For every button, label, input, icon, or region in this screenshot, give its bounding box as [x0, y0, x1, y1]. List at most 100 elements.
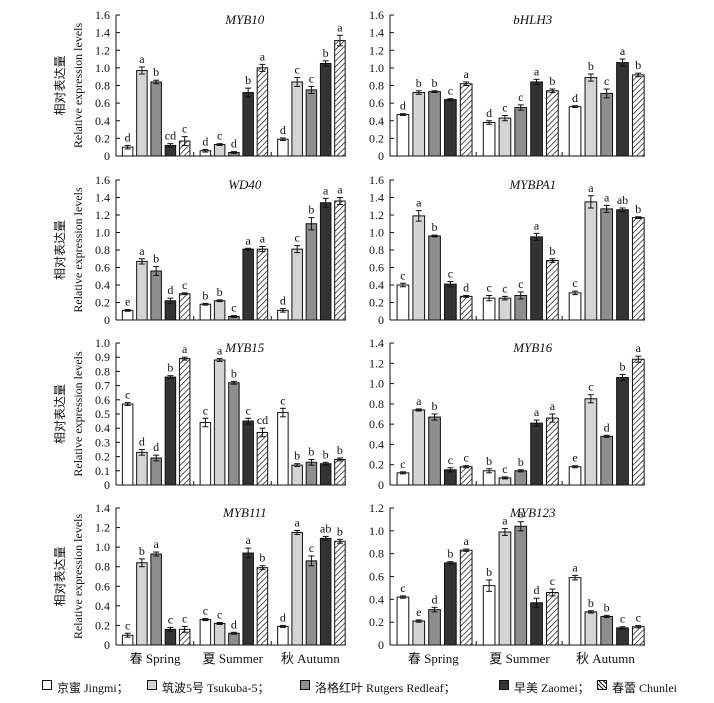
y-tick-label: 1.2	[95, 208, 110, 222]
significance-label: a	[464, 534, 470, 548]
bar	[319, 62, 332, 157]
bar	[631, 626, 645, 646]
y-tick-label: 1.2	[369, 501, 384, 515]
bar	[530, 422, 543, 486]
y-tick-label: 0.4	[95, 278, 110, 292]
y-tick-label: 0.8	[95, 364, 110, 378]
bar	[277, 625, 289, 646]
y-tick-label: 1.2	[95, 521, 110, 535]
significance-label: b	[153, 65, 159, 79]
y-tick-label: 0.8	[369, 79, 384, 93]
bar	[482, 297, 496, 321]
significance-label: c	[217, 129, 222, 143]
bar	[150, 553, 162, 646]
y-tick-label: 0.8	[95, 560, 110, 574]
significance-label: c	[182, 611, 187, 625]
significance-label: b	[486, 454, 492, 468]
significance-label: c	[231, 301, 236, 315]
bar	[396, 284, 410, 321]
significance-label: b	[588, 596, 594, 610]
y-tick-label: 1.2	[95, 43, 110, 57]
significance-label: d	[153, 440, 159, 454]
significance-label: b	[416, 76, 422, 90]
significance-label: c	[294, 63, 299, 77]
y-tick-label: 0.4	[95, 599, 110, 613]
y-tick-label: 0.1	[95, 464, 110, 478]
significance-label: ab	[617, 193, 628, 207]
y-tick-label: 0	[104, 313, 110, 327]
significance-label: d	[231, 617, 237, 631]
bar	[291, 464, 303, 486]
legend-label: 洛格红叶 Rutgers Redleaf；	[315, 681, 456, 695]
significance-label: c	[604, 74, 609, 88]
significance-label: a	[217, 344, 223, 358]
y-tick-label: 1.6	[95, 8, 110, 22]
bar	[514, 107, 528, 157]
bar	[498, 531, 512, 646]
significance-label: a	[337, 183, 343, 197]
significance-label: d	[280, 123, 286, 137]
bar	[530, 236, 543, 321]
bar	[256, 431, 269, 486]
bar	[568, 466, 582, 486]
bar	[584, 201, 598, 321]
significance-label: b	[337, 443, 343, 457]
y-tick-label: 0.8	[95, 243, 110, 257]
bar	[546, 260, 559, 321]
significance-label: c	[309, 541, 314, 555]
significance-label: c	[572, 276, 577, 290]
significance-label: a	[245, 533, 251, 547]
bar	[334, 540, 346, 646]
bar	[305, 560, 318, 646]
y-tick-label: 1.2	[369, 43, 384, 57]
bar	[428, 235, 441, 321]
y-tick-label: 1.0	[369, 61, 384, 75]
legend-label: 春蕾 Chunlei	[612, 681, 677, 695]
bar	[412, 215, 426, 321]
bar	[482, 585, 496, 646]
significance-label: a	[139, 244, 145, 258]
significance-label: a	[416, 394, 422, 408]
bar	[568, 292, 582, 321]
bar	[213, 359, 226, 486]
significance-label: a	[245, 233, 251, 247]
bar	[584, 611, 598, 646]
significance-label: c	[502, 100, 507, 114]
bar	[444, 99, 457, 157]
y-tick-label: 1.4	[95, 501, 110, 515]
y-tick-label: 1.0	[369, 226, 384, 240]
bar	[584, 77, 598, 157]
bar	[631, 74, 645, 157]
bar	[546, 591, 559, 646]
y-axis-title-cn: 相对表达量	[53, 55, 67, 115]
y-tick-label: 0.9	[95, 350, 110, 364]
bar	[291, 81, 303, 157]
significance-label: b	[323, 46, 329, 60]
significance-label: c	[125, 618, 130, 632]
x-category-label: 秋 Autumn	[281, 651, 340, 666]
y-tick-label: 0.7	[95, 379, 110, 393]
significance-label: a	[604, 190, 610, 204]
significance-label: c	[182, 122, 187, 136]
panel-title: bHLH3	[513, 12, 553, 27]
significance-label: b	[549, 244, 555, 258]
bar	[600, 435, 614, 486]
significance-label: a	[182, 342, 188, 356]
bar	[530, 81, 543, 157]
y-tick-label: 1.0	[95, 226, 110, 240]
y-tick-label: 0	[378, 313, 384, 327]
significance-label: b	[167, 361, 173, 375]
bar	[305, 223, 318, 321]
significance-label: b	[549, 74, 555, 88]
significance-label: c	[486, 281, 491, 295]
y-tick-label: 0.4	[95, 421, 110, 435]
bar	[213, 622, 226, 646]
y-tick-label: 0.6	[369, 96, 384, 110]
significance-label: b	[308, 444, 314, 458]
bar	[305, 89, 318, 157]
legend-label: 早美 Zaomei；	[514, 681, 590, 695]
significance-label: e	[125, 295, 130, 309]
